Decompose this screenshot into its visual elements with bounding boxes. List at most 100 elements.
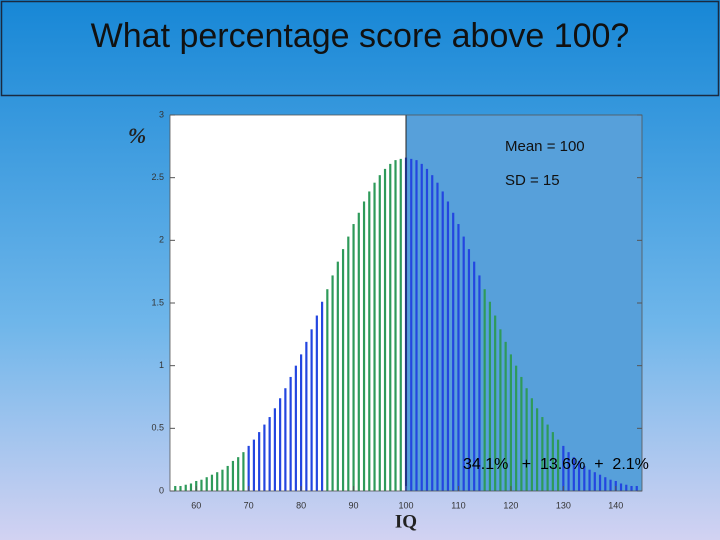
annotation: SD = 15 bbox=[505, 172, 560, 189]
bar bbox=[221, 469, 224, 491]
bar bbox=[284, 388, 287, 491]
y-tick-label: 2.5 bbox=[151, 172, 164, 182]
x-tick-label: 70 bbox=[244, 500, 254, 510]
x-tick-label: 80 bbox=[296, 500, 306, 510]
bar bbox=[614, 480, 617, 491]
y-tick-label: 0.5 bbox=[151, 423, 164, 433]
x-tick-label: 130 bbox=[556, 500, 571, 510]
annotation: 34.1% + 13.6% + 2.1% bbox=[463, 456, 649, 473]
bar bbox=[436, 182, 439, 491]
bar bbox=[536, 408, 539, 491]
bar bbox=[546, 424, 549, 491]
bar bbox=[258, 432, 261, 491]
title-box bbox=[0, 0, 720, 97]
bar bbox=[389, 163, 392, 491]
bar bbox=[300, 354, 303, 491]
bar bbox=[362, 201, 366, 492]
bar bbox=[399, 158, 402, 491]
bar bbox=[378, 175, 381, 491]
bar bbox=[305, 341, 308, 491]
bar bbox=[593, 472, 596, 491]
bar bbox=[195, 480, 198, 491]
bar bbox=[598, 474, 602, 491]
bar bbox=[347, 236, 350, 491]
bar bbox=[478, 275, 481, 491]
bar bbox=[247, 445, 250, 491]
y-tick-label: 1 bbox=[159, 360, 164, 370]
y-axis-label: % bbox=[128, 123, 146, 148]
bar bbox=[488, 301, 492, 491]
bar bbox=[572, 457, 575, 491]
bar bbox=[473, 261, 476, 491]
x-tick-label: 120 bbox=[503, 500, 518, 510]
y-tick-label: 2 bbox=[159, 235, 164, 245]
bar bbox=[588, 469, 591, 491]
bar bbox=[184, 484, 187, 491]
bar bbox=[174, 485, 177, 491]
bar bbox=[452, 212, 455, 491]
bar bbox=[336, 261, 339, 491]
bar bbox=[525, 388, 528, 491]
slide-title: What percentage score above 100? bbox=[91, 17, 630, 55]
bar bbox=[310, 329, 313, 491]
y-tick-label: 0 bbox=[159, 485, 164, 495]
bar bbox=[268, 417, 271, 491]
bar bbox=[200, 479, 203, 491]
bar bbox=[294, 365, 297, 491]
bar bbox=[231, 460, 235, 491]
bar bbox=[420, 163, 423, 491]
bar bbox=[352, 224, 355, 492]
bar bbox=[625, 484, 628, 491]
bar bbox=[410, 158, 413, 491]
bar bbox=[604, 477, 607, 491]
x-axis-label: IQ bbox=[395, 511, 417, 532]
bar bbox=[383, 168, 387, 492]
x-tick-label: 60 bbox=[191, 500, 201, 510]
bar bbox=[357, 212, 360, 491]
bar bbox=[494, 315, 497, 491]
bar bbox=[226, 465, 229, 491]
bar bbox=[237, 457, 240, 491]
bar bbox=[467, 249, 471, 491]
bar bbox=[331, 275, 334, 491]
bar bbox=[446, 201, 450, 492]
bar bbox=[457, 224, 460, 492]
bar bbox=[273, 408, 276, 491]
bar bbox=[551, 432, 554, 491]
bar bbox=[279, 398, 282, 491]
highlight-region bbox=[406, 115, 642, 491]
bar bbox=[483, 289, 486, 491]
bar bbox=[635, 485, 638, 491]
bar bbox=[289, 376, 292, 491]
bar bbox=[415, 160, 418, 491]
x-tick-label: 140 bbox=[608, 500, 623, 510]
bar bbox=[210, 474, 214, 491]
bar bbox=[425, 168, 429, 492]
bar bbox=[630, 485, 633, 491]
bar bbox=[263, 424, 266, 491]
bar bbox=[509, 354, 512, 491]
bar bbox=[252, 439, 256, 491]
x-tick-label: 90 bbox=[349, 500, 359, 510]
bar bbox=[320, 301, 324, 491]
bar bbox=[609, 479, 612, 491]
bar bbox=[441, 191, 444, 491]
bar bbox=[504, 341, 507, 491]
bar bbox=[619, 483, 623, 491]
bar bbox=[205, 477, 208, 491]
y-tick-label: 3 bbox=[159, 109, 164, 119]
bar bbox=[326, 289, 329, 491]
bar bbox=[556, 439, 560, 491]
y-tick-label: 1.5 bbox=[151, 297, 164, 307]
bar bbox=[515, 365, 518, 491]
bar bbox=[368, 191, 371, 491]
bar bbox=[462, 236, 465, 491]
bar bbox=[394, 160, 397, 491]
bar bbox=[583, 465, 586, 491]
bar bbox=[216, 472, 219, 491]
bar bbox=[567, 452, 570, 491]
bar bbox=[341, 249, 345, 491]
x-tick-label: 100 bbox=[398, 500, 413, 510]
